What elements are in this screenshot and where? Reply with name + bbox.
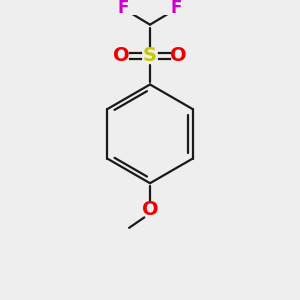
Text: O: O [113, 46, 130, 65]
Text: F: F [171, 0, 182, 16]
Text: O: O [170, 46, 187, 65]
Text: O: O [142, 200, 158, 219]
Text: S: S [143, 46, 157, 65]
Text: F: F [118, 0, 129, 16]
